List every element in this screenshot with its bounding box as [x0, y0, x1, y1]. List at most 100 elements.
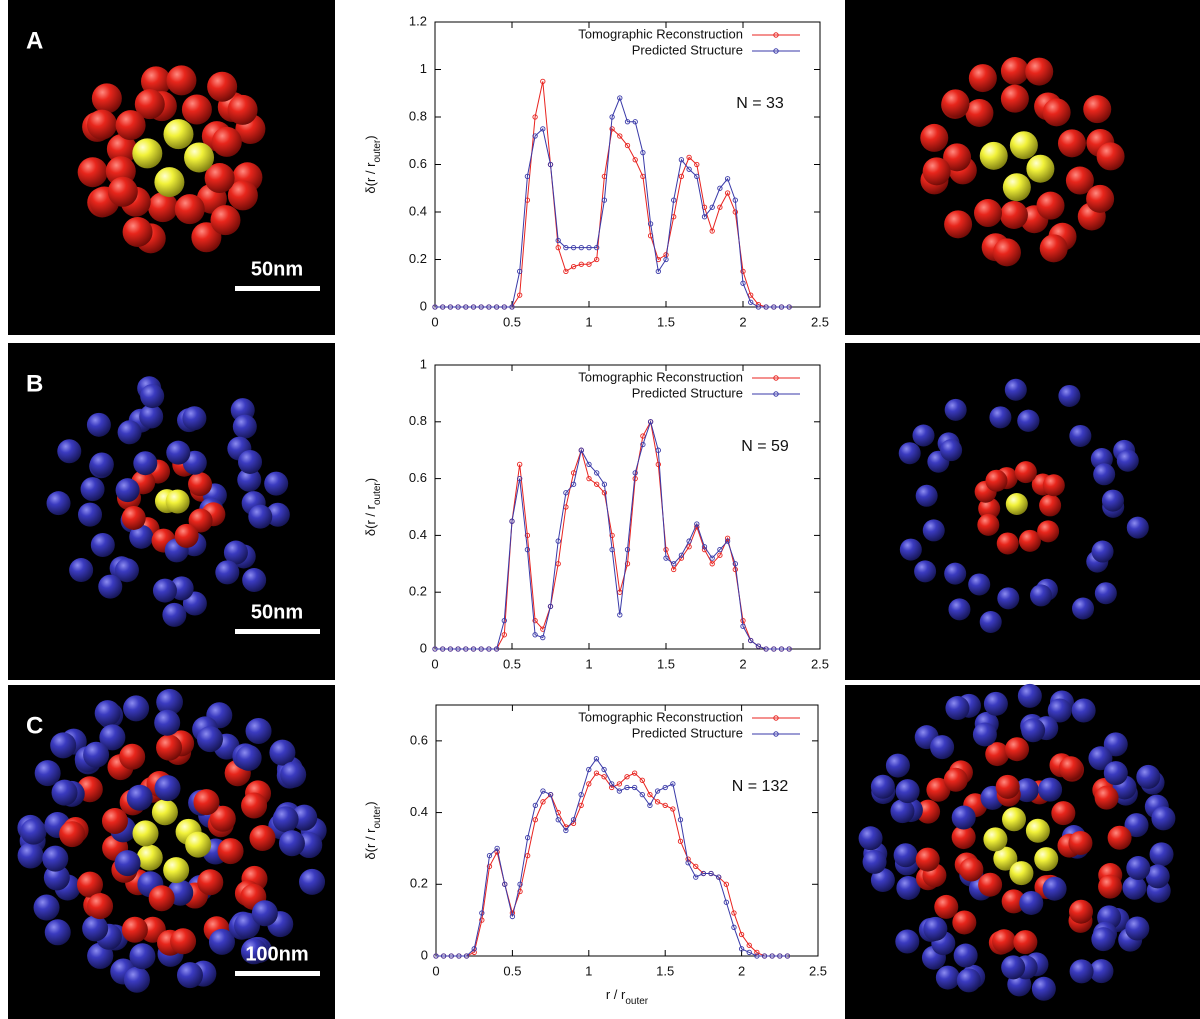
data-point [471, 946, 477, 952]
x-tick-label: 2.5 [809, 963, 827, 978]
data-point [570, 817, 577, 823]
plot-frame [435, 704, 819, 957]
data-point [524, 532, 531, 539]
sphere [1124, 813, 1149, 838]
sphere [184, 142, 215, 173]
data-point [517, 881, 523, 887]
scale-bar [235, 971, 320, 976]
data-point [639, 777, 645, 783]
data-point [769, 953, 775, 959]
sphere [1089, 959, 1114, 984]
data-point [493, 304, 500, 310]
data-point [754, 949, 760, 956]
data-point [748, 637, 754, 644]
sphere [291, 804, 318, 831]
data-point [740, 268, 746, 275]
sphere [1058, 384, 1081, 407]
data-point [724, 538, 731, 544]
data-point [532, 617, 538, 624]
annotation: N = 132 [732, 778, 789, 795]
sphere [1057, 129, 1086, 158]
sphere [188, 472, 213, 497]
sphere [223, 540, 248, 565]
data-point [501, 617, 507, 624]
data-point [525, 835, 531, 841]
data-point [678, 157, 685, 163]
data-point [663, 555, 669, 561]
y-tick-label: 0.2 [409, 584, 427, 599]
sphere [269, 739, 296, 766]
y-axis-label: δ(r / router) [363, 135, 383, 193]
x-tick-label: 1 [585, 656, 592, 671]
sphere [915, 847, 940, 872]
sphere [87, 893, 114, 920]
sphere [1116, 449, 1139, 472]
data-point [609, 532, 615, 539]
legend-marker [773, 48, 779, 54]
sphere [174, 523, 199, 548]
sphere [188, 508, 213, 533]
legend-marker [773, 391, 779, 397]
sphere [280, 761, 307, 788]
sphere [245, 717, 272, 744]
data-point [517, 461, 523, 468]
data-point [777, 953, 783, 959]
sphere [999, 200, 1028, 229]
legend-marker [773, 375, 779, 381]
sphere [264, 471, 289, 496]
y-tick-label: 0.8 [409, 413, 427, 428]
data-point [746, 949, 752, 956]
data-point [532, 632, 538, 638]
data-point [555, 538, 561, 544]
x-tick-label: 1.5 [657, 314, 675, 329]
data-point [746, 942, 752, 948]
sphere [941, 89, 970, 118]
data-point [601, 774, 607, 780]
y-label-end: ) [363, 135, 378, 139]
data-point [532, 817, 538, 823]
sphere [119, 743, 146, 770]
y-tick-label: 0.6 [410, 732, 428, 747]
legend-marker [773, 715, 779, 721]
sphere [86, 412, 111, 437]
data-point [655, 268, 661, 275]
x-tick-label: 0.5 [503, 314, 521, 329]
sphere [1122, 875, 1147, 900]
data-point [594, 256, 600, 263]
sphere [94, 700, 121, 727]
data-point [639, 791, 645, 798]
y-label-sub: outer [372, 482, 383, 505]
sphere [1005, 737, 1030, 762]
sphere [106, 134, 137, 165]
data-point [724, 190, 731, 196]
sphere [1039, 494, 1062, 517]
data-point [471, 949, 477, 956]
scale-bar [235, 629, 320, 634]
panel-label: B [26, 370, 43, 397]
data-point [617, 95, 623, 101]
data-point [784, 953, 791, 959]
data-point [694, 521, 700, 527]
data-point [470, 646, 477, 652]
data-point [663, 256, 669, 263]
data-point [616, 781, 623, 787]
data-point [709, 204, 715, 210]
data-point [655, 447, 661, 453]
data-point [763, 646, 769, 652]
sphere [122, 216, 153, 247]
sphere [82, 915, 109, 942]
sphere [121, 916, 148, 943]
sphere [1009, 131, 1038, 160]
sphere [1042, 876, 1067, 901]
sphere [147, 192, 178, 223]
data-point [631, 770, 638, 776]
data-point [540, 634, 546, 641]
y-label-main: δ(r / r [363, 504, 378, 536]
data-point [624, 119, 631, 125]
legend-label: Predicted Structure [632, 42, 743, 57]
sphere [299, 868, 326, 895]
data-point [748, 292, 754, 298]
sphere [217, 838, 244, 865]
data-point [647, 419, 654, 425]
sphere [989, 406, 1012, 429]
